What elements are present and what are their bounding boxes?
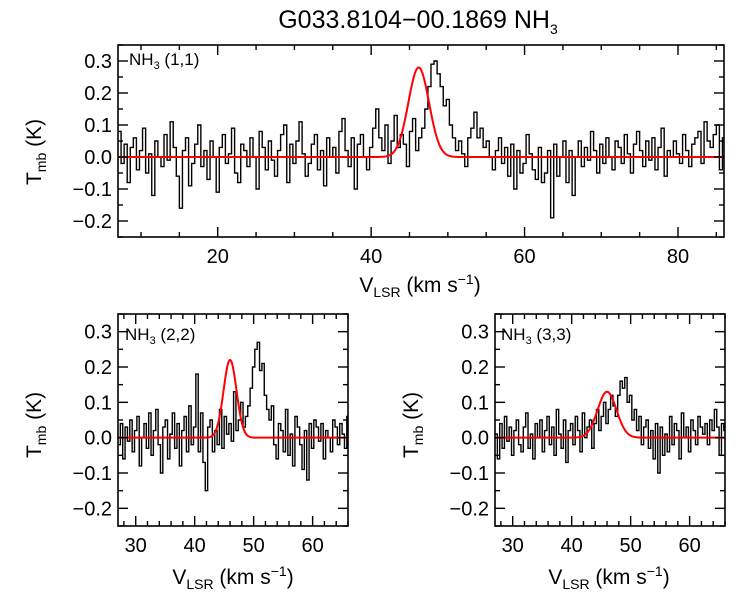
y-tick-label: 0.1 — [84, 392, 112, 414]
svg-text:VLSR (km s−1): VLSR (km s−1) — [172, 563, 293, 592]
y-axis-label: Tmb (K) — [23, 119, 49, 185]
x-tick-label: 60 — [678, 535, 700, 557]
y-tick-label: −0.2 — [73, 498, 112, 520]
line-label: NH3 (3,3) — [501, 325, 571, 347]
gaussian-fit-line — [118, 66, 724, 158]
svg-text:Tmb (K): Tmb (K) — [23, 392, 49, 458]
y-tick-label: −0.2 — [450, 498, 489, 520]
line-label: NH3 (1,1) — [129, 50, 199, 72]
gaussian-fit-line — [495, 390, 725, 439]
x-tick-label: 50 — [620, 535, 642, 557]
svg-text:VLSR (km s−1): VLSR (km s−1) — [548, 563, 669, 592]
spectrum-line — [495, 376, 725, 474]
y-tick-label: 0.1 — [84, 115, 112, 137]
y-tick-label: −0.2 — [73, 211, 112, 233]
y-tick-label: −0.1 — [73, 463, 112, 485]
x-tick-label: 20 — [207, 246, 229, 268]
y-tick-label: 0.1 — [461, 392, 489, 414]
plot-frame — [117, 44, 725, 238]
y-tick-label: −0.1 — [450, 463, 489, 485]
svg-text:Tmb (K): Tmb (K) — [400, 392, 426, 458]
x-tick-label: 80 — [667, 246, 689, 268]
y-tick-label: 0.0 — [84, 428, 112, 450]
x-tick-label: 40 — [184, 535, 206, 557]
x-tick-label: 40 — [561, 535, 583, 557]
y-tick-label: 0.3 — [461, 322, 489, 344]
spectrum-line — [118, 60, 724, 219]
y-tick-label: 0.0 — [461, 428, 489, 450]
y-tick-label: 0.3 — [84, 322, 112, 344]
y-tick-label: 0.2 — [84, 83, 112, 105]
svg-text:Tmb (K): Tmb (K) — [23, 119, 49, 185]
spectrum-line — [118, 341, 348, 492]
x-axis-label: VLSR (km s−1) — [359, 271, 480, 300]
y-axis-label: Tmb (K) — [23, 392, 49, 458]
y-tick-label: −0.1 — [73, 179, 112, 201]
x-axis-label: VLSR (km s−1) — [172, 563, 293, 592]
panel-nh3-33: Tmb (K) VLSR (km s−1) NH3 (3,3) 30 40 50 60… — [400, 313, 726, 592]
x-tick-label: 50 — [243, 535, 265, 557]
panel-nh3-11: Tmb (K) VLSR (km s−1) NH3 (1,1) 20 40 60 80… — [23, 44, 725, 300]
panel-nh3-22: Tmb (K) VLSR (km s−1) NH3 (2,2) 30 40 50 60… — [23, 313, 349, 592]
y-tick-label: 0.2 — [461, 357, 489, 379]
x-tick-label: 30 — [125, 535, 147, 557]
line-label: NH3 (2,2) — [125, 325, 195, 347]
y-tick-label: 0.2 — [84, 357, 112, 379]
x-axis-label: VLSR (km s−1) — [548, 563, 669, 592]
y-tick-label: 0.0 — [84, 147, 112, 169]
x-tick-label: 40 — [360, 246, 382, 268]
x-tick-label: 60 — [513, 246, 535, 268]
x-tick-label: 60 — [301, 535, 323, 557]
gaussian-fit-line — [118, 358, 348, 439]
svg-text:VLSR (km s−1): VLSR (km s−1) — [359, 271, 480, 300]
figure-title: G033.8104−00.1869 NH3 — [278, 6, 558, 37]
y-axis-label: Tmb (K) — [400, 392, 426, 458]
y-tick-label: 0.3 — [84, 51, 112, 73]
x-tick-label: 30 — [502, 535, 524, 557]
